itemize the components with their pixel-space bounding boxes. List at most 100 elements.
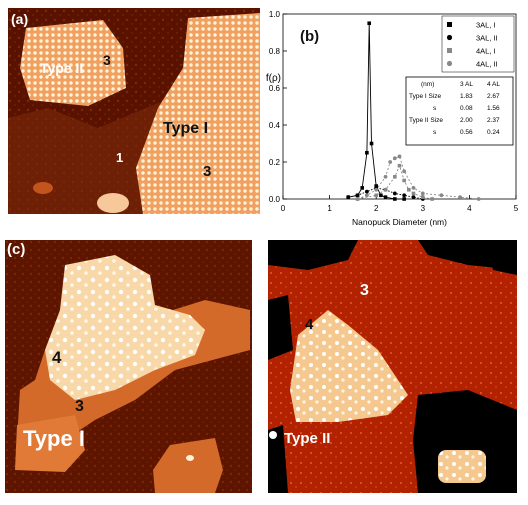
data-point bbox=[402, 197, 406, 201]
table-header-cell: 4 AL bbox=[487, 81, 500, 88]
annotation-type-ii-right: Type II bbox=[284, 430, 331, 447]
data-point bbox=[397, 163, 402, 168]
data-point bbox=[364, 189, 369, 194]
table-cell: 1.83 bbox=[460, 93, 473, 100]
data-point bbox=[355, 193, 360, 198]
data-point bbox=[365, 150, 369, 155]
data-point bbox=[379, 193, 383, 198]
legend-entry: 3AL, I bbox=[476, 21, 496, 30]
panel-a-stm-image: (a) Type II 3 Type I 1 3 bbox=[8, 8, 260, 214]
data-point bbox=[355, 197, 360, 201]
table-header-cell: (nm) bbox=[421, 81, 434, 88]
panel-c-right-canvas bbox=[268, 240, 517, 493]
table-cell: 2.00 bbox=[460, 117, 473, 124]
data-point bbox=[374, 193, 378, 198]
legend-box bbox=[441, 15, 515, 73]
x-tick-label: 4 bbox=[467, 204, 472, 213]
annotation-3-top: 3 bbox=[103, 52, 111, 68]
data-point bbox=[364, 193, 369, 198]
data-point bbox=[402, 193, 407, 198]
legend-marker bbox=[447, 22, 452, 27]
y-tick-label: 0.2 bbox=[269, 158, 281, 167]
data-point bbox=[388, 160, 393, 164]
table-cell: s bbox=[433, 129, 437, 136]
data-point bbox=[411, 191, 416, 196]
chart-svg: 0 1 2 3 4 5 0.0 0.2 0.4 0.6 0.8 1.0 Nanopuck Diamete… bbox=[266, 10, 519, 227]
y-axis-label: f(ρ) bbox=[266, 73, 281, 84]
panel-c-right-stm-image: 3 4 Type II bbox=[268, 240, 517, 493]
table-box bbox=[405, 76, 514, 146]
panel-b-chart: 0 1 2 3 4 5 0.0 0.2 0.4 0.6 0.8 1.0 Nanopuck Diamete… bbox=[262, 2, 528, 234]
legend-entry: 4AL, II bbox=[476, 60, 498, 69]
y-tick-label: 1.0 bbox=[269, 10, 281, 19]
x-tick-label: 0 bbox=[281, 204, 286, 213]
x-tick-label: 2 bbox=[374, 204, 379, 213]
legend-marker bbox=[447, 48, 452, 53]
data-point bbox=[476, 197, 481, 201]
type-ii-island bbox=[20, 20, 126, 106]
annotation-3-bottom: 3 bbox=[203, 163, 212, 180]
legend-marker bbox=[446, 60, 453, 67]
annotation-4-right: 4 bbox=[305, 316, 314, 333]
data-point bbox=[402, 169, 407, 174]
table-cell: 1.56 bbox=[487, 105, 500, 112]
legend-entry: 3AL, II bbox=[476, 34, 498, 43]
annotation-type-ii: Type II bbox=[40, 60, 84, 76]
y-tick-label: 0.4 bbox=[269, 121, 281, 130]
annotation-4-left: 4 bbox=[52, 348, 62, 367]
y-tick-label: 0.6 bbox=[269, 84, 281, 93]
panel-a-canvas bbox=[8, 8, 260, 214]
panel-c-left-canvas bbox=[5, 240, 252, 493]
table-cell: Type II Size bbox=[409, 117, 443, 124]
series-line bbox=[357, 164, 433, 200]
legend-marker bbox=[446, 34, 453, 41]
data-point bbox=[458, 195, 462, 200]
x-axis-label: Nanopuck Diameter (nm) bbox=[352, 217, 447, 227]
x-tick-label: 5 bbox=[514, 204, 519, 213]
legend-entry: 4AL, I bbox=[476, 47, 496, 56]
x-tick-label: 3 bbox=[421, 204, 426, 213]
island-4 bbox=[45, 255, 205, 400]
data-point bbox=[383, 195, 388, 199]
data-point bbox=[439, 193, 444, 198]
data-point bbox=[393, 175, 397, 179]
data-point bbox=[392, 156, 397, 161]
data-point bbox=[383, 187, 388, 192]
table-cell: Type I Size bbox=[409, 93, 442, 100]
table-header-cell: 3 AL bbox=[460, 81, 473, 88]
data-point bbox=[411, 186, 416, 190]
x-tick-label: 1 bbox=[327, 204, 332, 213]
panel-c-label: (c) bbox=[7, 241, 26, 258]
data-point bbox=[402, 178, 406, 183]
data-point bbox=[383, 174, 388, 179]
data-point bbox=[392, 191, 397, 196]
data-point bbox=[393, 197, 397, 201]
data-point bbox=[369, 141, 374, 146]
panel-a-label: (a) bbox=[11, 11, 29, 27]
y-tick-label: 0.0 bbox=[269, 195, 281, 204]
annotation-3-right: 3 bbox=[360, 282, 369, 299]
annotation-type-i: Type I bbox=[163, 120, 209, 137]
table-cell: s bbox=[433, 105, 437, 112]
panel-b-label: (b) bbox=[300, 28, 320, 45]
island-4-right bbox=[290, 310, 408, 422]
data-point bbox=[374, 187, 379, 192]
data-point bbox=[430, 197, 434, 201]
panel-c-left-stm-image: (c) 4 3 Type I bbox=[5, 240, 252, 493]
table-cell: 0.08 bbox=[460, 105, 473, 112]
annotation-1: 1 bbox=[116, 150, 124, 165]
table-cell: 2.37 bbox=[487, 117, 500, 124]
data-point bbox=[411, 195, 416, 200]
data-point bbox=[420, 191, 425, 196]
data-point bbox=[397, 154, 402, 159]
data-point bbox=[421, 195, 425, 199]
table-cell: 0.56 bbox=[460, 129, 473, 136]
type-i-island bbox=[136, 13, 260, 214]
table-cell: 2.67 bbox=[487, 93, 500, 100]
data-point bbox=[367, 21, 372, 26]
annotation-3-left: 3 bbox=[75, 398, 84, 415]
data-point bbox=[346, 195, 351, 200]
table-cell: 0.24 bbox=[487, 129, 500, 136]
data-point bbox=[407, 187, 411, 192]
y-tick-label: 0.8 bbox=[269, 47, 281, 56]
